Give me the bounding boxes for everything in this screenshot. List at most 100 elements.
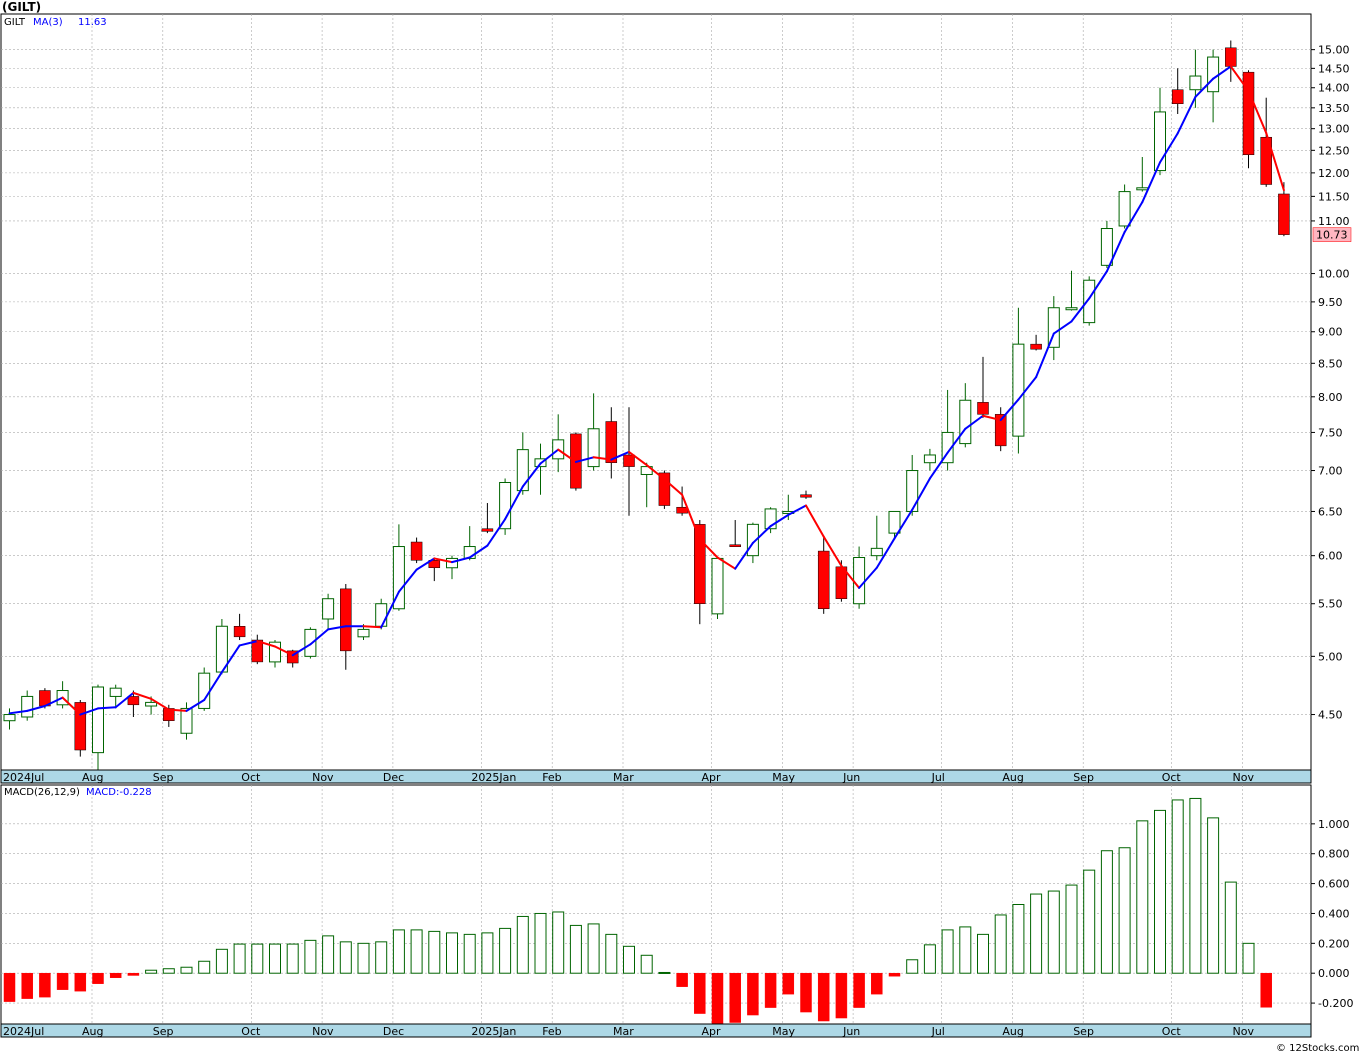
ma-segment [79,707,99,716]
macd-bar [640,954,653,974]
macd-bar [410,929,423,974]
price-y-tick-label: 14.00 [1318,82,1350,95]
price-x-tick-label: 2024Jul [3,771,44,784]
macd-bar [92,972,104,984]
candle-body [163,708,175,721]
macd-x-tick-label: Jul [931,1025,945,1038]
candle-body [481,528,494,532]
macd-bar [21,972,33,999]
ma-segment [362,625,383,629]
candle [180,702,193,740]
ma-segment [256,640,276,648]
macd-y-tick-label: 0.000 [1318,967,1350,980]
candle [800,490,812,499]
macd-x-tick-label: 2025Jan [471,1025,516,1038]
candle [1100,220,1113,269]
ma-segment [521,462,542,488]
candle [623,407,635,516]
ma-segment [1194,77,1215,98]
macd-bar [1118,847,1131,974]
price-x-axis: 2024Jul Aug Sep Oct Nov Dec 2025Jan Feb Mar Apr Ma… [3,771,1254,784]
macd-bar [1207,817,1220,974]
macd-bar [162,968,175,974]
ma-segment [167,708,188,712]
candle [304,627,317,659]
price-panel: 4.50 5.00 5.50 6.00 6.50 7.00 7.50 8.00 8.50 9.00… [0,13,1352,784]
macd-x-tick-label: Nov [312,1025,334,1038]
macd-bar [1260,972,1272,1008]
candle-body [870,547,883,557]
candle [764,507,777,534]
candle-body [853,557,866,605]
ma-segment [1159,132,1179,164]
ma-segment [238,640,259,647]
candle [481,503,494,534]
candle [658,470,671,509]
candle-body [1065,307,1078,311]
macd-x-tick-label: Feb [542,1025,561,1038]
macd-bar [233,943,246,974]
ma-segment [220,644,241,674]
price-x-tick-label: Oct [241,771,261,784]
ma-segment [893,508,914,540]
candle-body [906,470,919,512]
macd-bar [286,943,299,974]
macd-bar [959,926,972,974]
candle-body [977,402,989,415]
macd-x-tick-label: Aug [82,1025,103,1038]
ma-segment [274,645,294,657]
macd-y-tick-label: 0.600 [1318,878,1350,891]
macd-bar [39,972,51,998]
price-x-tick-label: Jun [842,771,860,784]
candle [3,708,16,730]
macd-bar [1224,881,1237,974]
candle [322,593,335,630]
ma-segment [716,556,737,570]
price-y-tick-label: 8.00 [1318,391,1343,404]
macd-bar [269,943,281,974]
ma-segment [43,696,64,708]
candle [233,613,246,641]
ma-segment [504,485,524,521]
ma-segment [1052,320,1073,335]
ma-segment [610,450,630,461]
candle-body [21,695,34,718]
candle-body [1100,228,1113,266]
ma-segment [698,538,719,559]
candle-body [1136,187,1149,191]
ma-segment [327,625,347,631]
ma-segment [291,643,312,657]
candle-body [410,541,423,561]
macd-y-tick-label: 0.200 [1318,937,1350,950]
macd-bar [534,912,547,974]
price-y-tick-label: 6.00 [1318,550,1343,563]
ma-segment [380,590,400,629]
macd-bar [569,924,582,974]
ma-segment [539,448,560,465]
price-x-tick-label: Aug [82,771,103,784]
ma-segment [557,448,577,463]
price-y-tick-label: 12.50 [1318,144,1350,157]
candle-body [729,544,741,547]
price-x-tick-label: Dec [383,771,404,784]
price-y-tick-label: 13.00 [1318,123,1350,136]
candle-body [1242,71,1255,156]
macd-x-tick-label: Jun [842,1025,860,1038]
macd-x-tick-label: Sep [153,1025,174,1038]
candle-body [233,626,246,638]
macd-bar [605,933,618,974]
macd-y-axis: -0.200 0.000 0.200 0.400 0.600 0.800 1.000 [1311,818,1353,1010]
candle-body [923,454,936,464]
ma-segment [203,671,223,702]
ma-segment [751,525,772,544]
ma-segment [592,456,613,461]
candle [109,684,122,709]
ma-segment [8,709,29,715]
candle [959,383,972,448]
macd-bar [711,972,724,1025]
candle-body [1012,343,1025,437]
price-y-axis: 4.50 5.00 5.50 6.00 6.50 7.00 7.50 8.00 8.50 9.00… [1311,44,1350,722]
macd-bar [215,948,228,974]
candle-body [1118,191,1131,227]
candle [1083,276,1096,326]
